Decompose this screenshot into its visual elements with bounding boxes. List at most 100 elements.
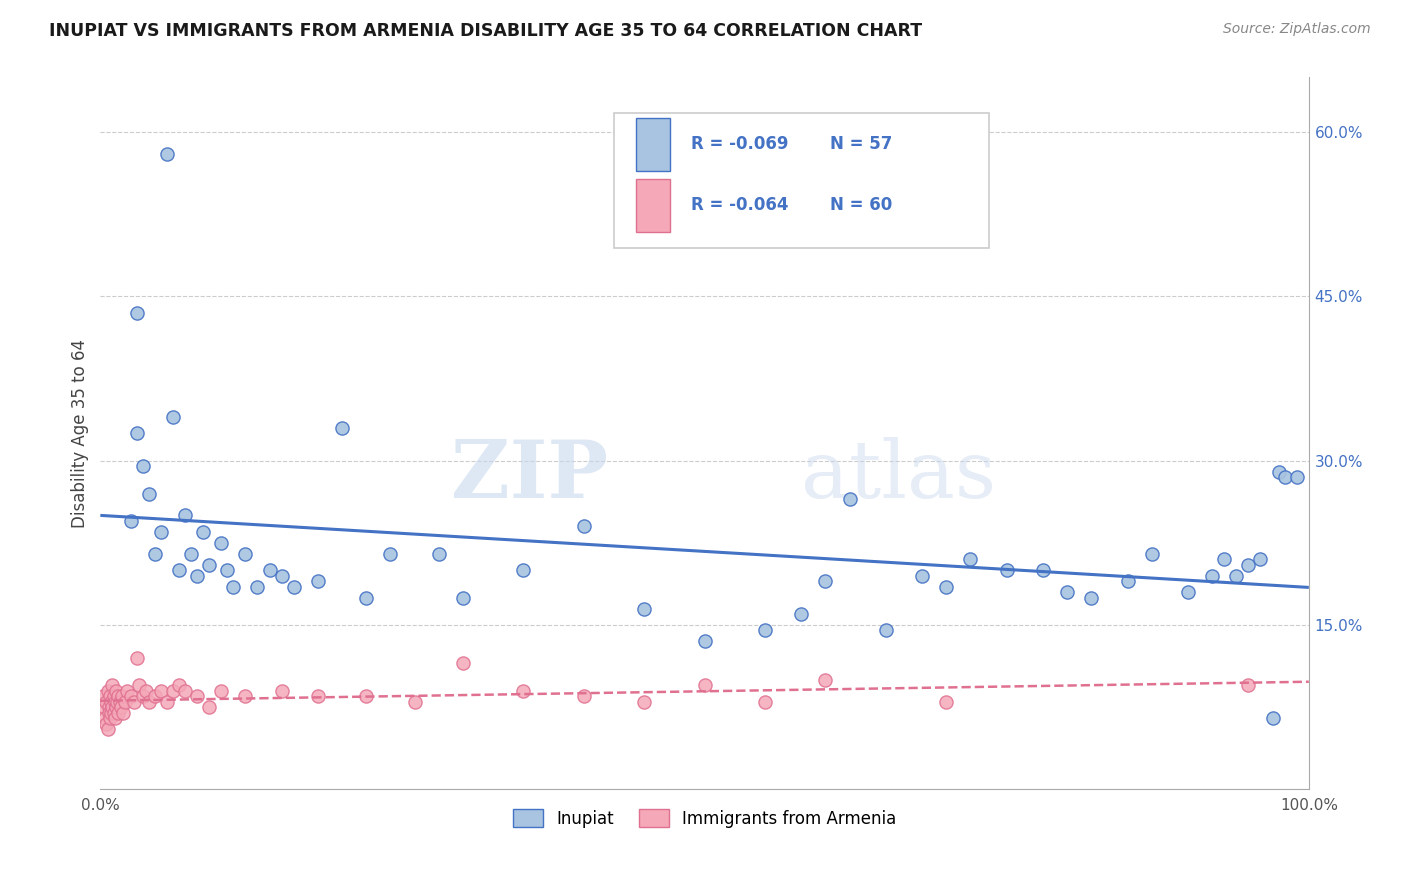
Point (451, 591, 474, 605)
Point (693, 678, 716, 692)
Point (162, 409, 184, 424)
Point (380, 547, 402, 561)
Y-axis label: Disability Age 35 to 64: Disability Age 35 to 64 (72, 339, 89, 528)
Point (105, 695, 128, 709)
Point (790, 607, 813, 621)
Point (91, 689, 114, 703)
Point (101, 678, 124, 692)
Point (572, 689, 595, 703)
Point (97, 722, 120, 736)
Point (572, 519, 595, 533)
Point (156, 695, 179, 709)
Point (186, 568, 208, 582)
Point (1274, 470, 1296, 484)
Point (209, 536, 232, 550)
Point (307, 689, 329, 703)
Point (96, 695, 118, 709)
Point (270, 568, 292, 582)
Point (1201, 568, 1223, 582)
Point (97, 700, 120, 714)
Point (125, 306, 148, 320)
Point (217, 563, 239, 577)
Point (138, 486, 160, 500)
Point (283, 580, 305, 594)
Point (330, 421, 353, 435)
Point (125, 426, 148, 441)
Point (1237, 678, 1260, 692)
Point (103, 689, 125, 703)
Point (633, 695, 655, 709)
Text: N = 57: N = 57 (831, 136, 893, 153)
Text: atlas: atlas (801, 437, 997, 515)
Point (174, 508, 197, 523)
Point (107, 689, 129, 703)
Point (111, 689, 134, 703)
Point (1032, 563, 1054, 577)
Point (105, 700, 128, 714)
Point (935, 580, 957, 594)
Point (246, 580, 269, 594)
Point (754, 624, 776, 638)
Point (354, 689, 377, 703)
Point (98, 711, 121, 725)
Point (1116, 574, 1139, 589)
Point (96, 716, 118, 731)
Point (162, 683, 184, 698)
Point (754, 695, 776, 709)
Point (1080, 591, 1102, 605)
Point (307, 574, 329, 589)
Point (167, 563, 190, 577)
Point (814, 574, 837, 589)
Point (354, 591, 377, 605)
Text: N = 60: N = 60 (831, 196, 893, 214)
Point (104, 695, 127, 709)
Point (1177, 585, 1199, 599)
Point (875, 624, 897, 638)
Bar (636, 118, 669, 171)
Point (995, 563, 1018, 577)
Point (143, 547, 166, 561)
Point (222, 580, 245, 594)
Point (633, 601, 655, 615)
Point (235, 547, 257, 561)
Point (1250, 552, 1272, 566)
Legend: Inupiat, Immigrants from Armenia: Inupiat, Immigrants from Armenia (506, 803, 903, 834)
Point (209, 683, 232, 698)
Point (1225, 568, 1247, 582)
Point (135, 683, 157, 698)
Point (98, 689, 121, 703)
Point (404, 695, 426, 709)
Point (122, 695, 145, 709)
Point (1261, 711, 1284, 725)
Point (131, 689, 153, 703)
Point (191, 524, 214, 539)
Point (512, 563, 534, 577)
Point (911, 568, 934, 582)
Point (103, 706, 125, 720)
Text: INUPIAT VS IMMIGRANTS FROM ARMENIA DISABILITY AGE 35 TO 64 CORRELATION CHART: INUPIAT VS IMMIGRANTS FROM ARMENIA DISAB… (49, 22, 922, 40)
Point (112, 706, 135, 720)
Point (131, 459, 153, 474)
Point (120, 689, 142, 703)
Point (143, 689, 166, 703)
Point (100, 706, 122, 720)
Point (198, 558, 221, 572)
Point (814, 673, 837, 687)
Point (128, 678, 150, 692)
Point (1056, 585, 1078, 599)
Point (174, 683, 197, 698)
Point (110, 700, 132, 714)
Point (198, 700, 221, 714)
Point (512, 683, 534, 698)
Point (235, 689, 257, 703)
Point (451, 657, 474, 671)
Point (97, 683, 120, 698)
Text: R = -0.064: R = -0.064 (692, 196, 789, 214)
Point (427, 547, 450, 561)
Bar (636, 178, 669, 232)
Point (97, 706, 120, 720)
Point (104, 711, 127, 725)
Point (838, 491, 860, 506)
Point (93, 700, 115, 714)
Point (959, 552, 981, 566)
